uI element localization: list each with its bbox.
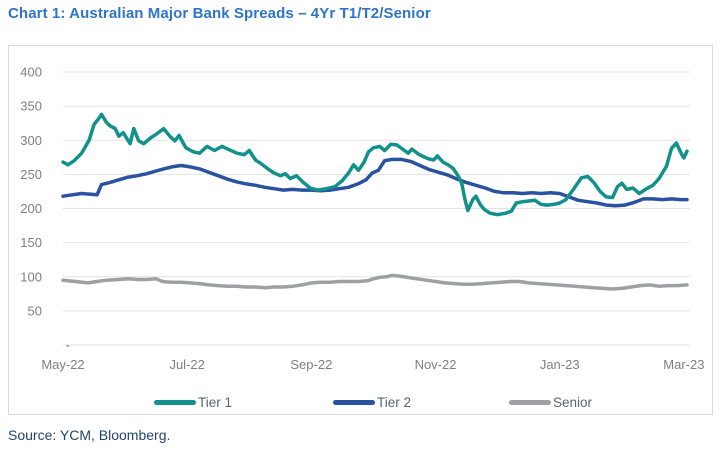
y-axis-tick-200: 200 xyxy=(20,201,42,216)
x-axis-tick-Sep-22: Sep-22 xyxy=(290,357,332,372)
x-axis-tick-Nov-22: Nov-22 xyxy=(415,357,457,372)
series-line-tier-1 xyxy=(61,112,689,217)
line-chart: 400 350 300 250 200 150 100 50 - May-22 Jul-22 Sep-… xyxy=(20,65,704,373)
legend-item-tier-2: Tier 2 xyxy=(333,392,411,412)
tier-2-line-swatch xyxy=(333,399,375,405)
series-line-senior xyxy=(61,273,689,291)
legend-item-senior: Senior xyxy=(509,392,592,412)
x-axis-tick-May-22: May-22 xyxy=(41,357,84,372)
legend-label-tier-1: Tier 1 xyxy=(198,394,233,410)
y-axis-tick-100: 100 xyxy=(20,269,42,284)
chart-legend: Tier 1 Tier 2 Senior xyxy=(9,392,712,414)
y-axis-tick-300: 300 xyxy=(20,133,42,148)
y-axis-tick-150: 150 xyxy=(20,235,42,250)
x-axis-tick-Mar-23: Mar-23 xyxy=(663,357,704,372)
source-note: Source: YCM, Bloomberg. xyxy=(8,427,171,443)
senior-line-swatch xyxy=(509,399,551,405)
y-axis-tick--: - xyxy=(66,338,70,353)
x-axis-tick-Jul-22: Jul-22 xyxy=(169,357,204,372)
x-axis-tick-Jan-23: Jan-23 xyxy=(540,357,580,372)
series-line-tier-2 xyxy=(61,157,689,208)
y-axis-tick-350: 350 xyxy=(20,99,42,114)
y-axis-tick-250: 250 xyxy=(20,167,42,182)
chart-panel: 400 350 300 250 200 150 100 50 - May-22 Jul-22 Sep-… xyxy=(8,45,713,415)
y-axis-tick-400: 400 xyxy=(20,65,42,80)
chart-title: Chart 1: Australian Major Bank Spreads –… xyxy=(8,5,431,22)
tier-1-line-swatch xyxy=(154,399,196,405)
legend-item-tier-1: Tier 1 xyxy=(154,392,232,412)
legend-label-senior: Senior xyxy=(553,394,593,410)
legend-label-tier-2: Tier 2 xyxy=(377,394,412,410)
y-axis-tick-50: 50 xyxy=(28,303,42,318)
